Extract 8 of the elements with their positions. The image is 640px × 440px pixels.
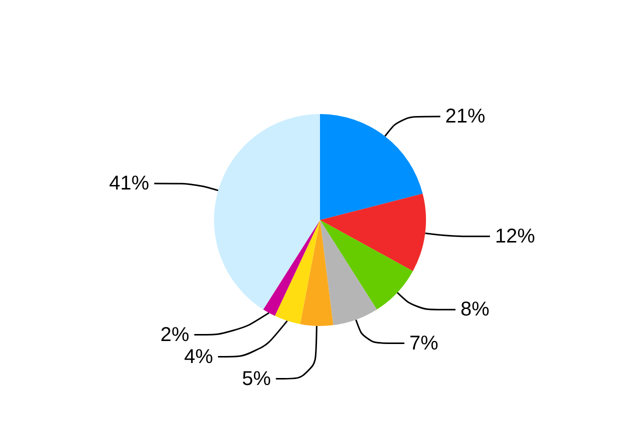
- data-label: 41%: [109, 172, 150, 194]
- data-label: 8%: [460, 298, 490, 321]
- data-label: 5%: [242, 368, 272, 390]
- data-label: 2%: [160, 324, 190, 346]
- data-label: 21%: [445, 105, 486, 128]
- data-label: 7%: [409, 332, 438, 354]
- data-label: 12%: [494, 225, 536, 248]
- data-label: 4%: [184, 346, 214, 368]
